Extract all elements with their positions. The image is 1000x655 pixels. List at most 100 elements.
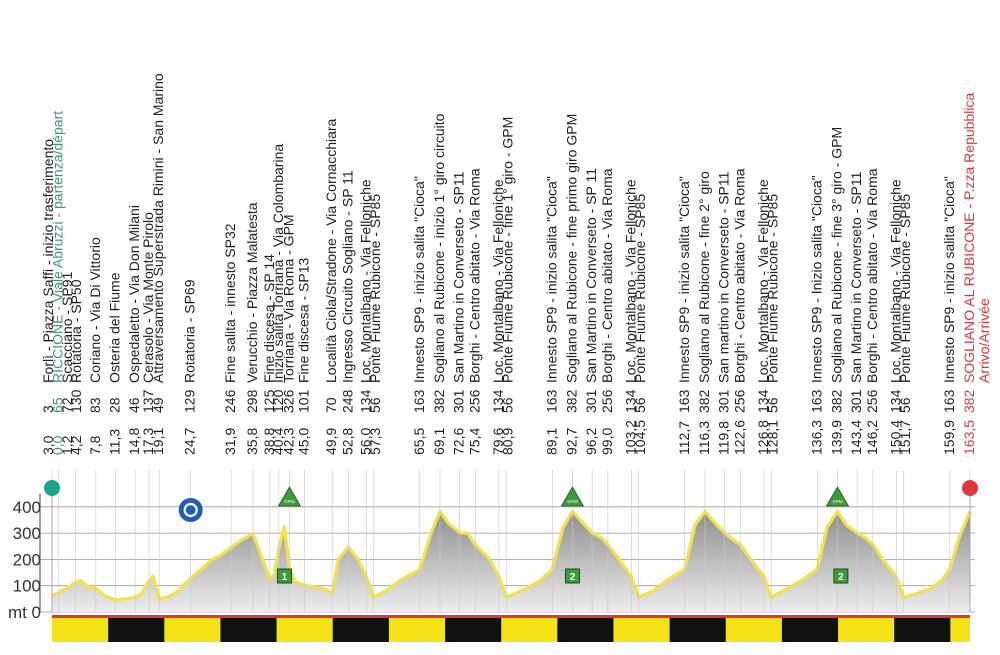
waypoint-km: 143,4: [848, 420, 864, 455]
gpm-label: GPM: [832, 499, 843, 504]
waypoint: 139,9 382 Sogliano al Rubicone - fine 3° g…: [829, 127, 845, 455]
waypoint-name: Innesto SP9 - inizio salita "Cioca": [676, 176, 692, 383]
waypoint-name: Scacciano - SP91: [59, 272, 75, 383]
waypoint-altitude: 28: [106, 397, 122, 413]
roundabout-icon-ring: [183, 502, 198, 518]
waypoint-km: 103,2: [622, 420, 638, 455]
waypoint: 128,1 56 Ponte Fiume Rubicone - SP85: [764, 194, 780, 455]
waypoint: 31,9 246 Fine salita - innesto SP32: [222, 223, 238, 455]
waypoint-km: 4,2: [68, 435, 84, 455]
waypoint-altitude: 163: [676, 389, 692, 413]
waypoint-km: 7,8: [87, 435, 103, 455]
waypoint-altitude: 56: [897, 397, 913, 413]
waypoint-km: 14,8: [126, 428, 142, 455]
waypoint-altitude: 382: [696, 389, 712, 413]
waypoint: 136,3 163 Innesto SP9 - Inizio salita "Cio…: [808, 175, 824, 455]
waypoint-km: 56,0: [357, 428, 373, 455]
waypoint-km: 57,3: [367, 428, 383, 455]
finish-marker: [962, 480, 978, 496]
waypoint-km: 24,7: [182, 428, 198, 455]
waypoint: 56,0 134 Loc. Montalbano - Via Felloniche: [357, 179, 373, 455]
waypoint: 65,5 163 Innesto SP9 - inizio salita "Cioc…: [411, 176, 427, 455]
waypoint-altitude: 56: [367, 397, 383, 413]
waypoint-altitude: 163: [941, 389, 957, 413]
waypoint-name: Borghi - Centro abitato - Via Roma: [864, 168, 880, 383]
waypoint-km: 122,6: [731, 420, 747, 455]
gpm-triangle-icon: [277, 486, 302, 507]
y-tick-label: 400: [13, 498, 41, 517]
waypoint: 3,0 3 Forlì - Piazza Saffi - inizio trasfe…: [40, 139, 56, 455]
y-axis: mt 0 100 200 300 400: [8, 493, 41, 622]
waypoint: 40,4 120 Inizio salita Torriana - Via Colo…: [270, 144, 286, 455]
waypoint-name: Ponte Fiume Rubicone - SP85: [367, 194, 383, 383]
waypoint-km: 80,9: [499, 428, 515, 455]
waypoint-altitude: 301: [848, 389, 864, 413]
profile-area: [51, 509, 972, 612]
waypoint-km: 17,3: [140, 428, 156, 455]
waypoint-altitude: 120: [270, 389, 286, 413]
waypoint-name: Sogliano al Rubicone - fine 2° giro: [696, 171, 712, 383]
waypoint: 4,2 130 Rotatoria - SP50: [68, 279, 84, 455]
waypoint-altitude: 382: [829, 389, 845, 413]
waypoint-name: SOGLIANO AL RUBICONE - P.zza Repubblica: [961, 93, 977, 383]
waypoint-name: Coriano - Via Di Vittorio: [87, 237, 103, 383]
waypoint-altitude: 3: [40, 405, 56, 413]
waypoint-altitude: 256: [864, 389, 880, 413]
waypoint-km: 11,3: [106, 429, 122, 455]
distance-bar: [52, 615, 970, 642]
waypoint-name: Torriana - Via Roma - GPM: [281, 214, 297, 383]
waypoint-km: 146,2: [864, 420, 880, 455]
waypoint-name: Osteria del Fiume: [106, 272, 122, 383]
waypoint-name: Forlì - Piazza Saffi - inizio trasferime…: [40, 139, 56, 383]
waypoint-name: San Martino in Converseto - SP11: [848, 171, 864, 383]
waypoint: 122,6 256 Borghi - Centro abitato - Via Ro…: [731, 168, 747, 455]
waypoint: 146,2 256 Borghi - Centro abitato - Via Ro…: [864, 168, 880, 455]
waypoint-altitude: 301: [451, 389, 467, 413]
waypoint-name: Cerasolo - Via Monte Pirolo: [140, 212, 156, 383]
waypoint-altitude: 49: [150, 397, 166, 413]
waypoint-altitude: 101: [296, 389, 312, 413]
waypoint-altitude: 72: [59, 397, 75, 413]
waypoint-name: Ospedaletto - Via Don Milani: [126, 205, 142, 383]
waypoint-name: Sogliano al Rubicone - fine primo giro G…: [564, 114, 580, 383]
waypoint-name: Sogliano al Rubicone - fine 3° giro - GP…: [829, 127, 845, 383]
waypoint-km: 3,0: [40, 435, 56, 455]
waypoint: 80,9 56 Ponte Fiume Rubicone - fine 1° gir…: [499, 117, 515, 455]
gpm-triangle-icon: [825, 486, 850, 507]
distance-strip-top-line: [52, 615, 970, 618]
waypoint: 14,8 46 Ospedaletto - Via Don Milani: [126, 205, 142, 455]
waypoint-name: Ponte Fiume Rubicone - SP85: [897, 194, 913, 383]
waypoint: 150,4 134 Loc. Montalbano - Via Felloniche: [887, 179, 903, 455]
waypoint-km: 139,9: [829, 420, 845, 455]
waypoint-name: Verucchio - Piazza Malatesta: [244, 202, 260, 383]
waypoint: 19,1 49 Attraversamento Superstrada Rimini…: [150, 73, 166, 455]
waypoint: 72,6 301 San Martino in Converseto - SP11: [451, 171, 467, 455]
waypoint-name: Borghi - Centro abitato - Via Roma: [731, 168, 747, 383]
waypoint-km: 136,3: [808, 420, 824, 455]
waypoint-name: Ponte Fiume Rubicone - SP85: [764, 194, 780, 383]
waypoint-altitude: 83: [87, 397, 103, 413]
waypoint: 126,8 134 Loc. Montalbano - Via Felloniche: [755, 179, 771, 455]
waypoint-km: 19,1: [150, 428, 166, 455]
waypoint-name: Fine discesa - SP13: [296, 258, 312, 383]
y-tick-label: 200: [13, 550, 41, 569]
waypoint: 69,1 382 Sogliano al Rubicone - inizio 1° …: [431, 113, 447, 455]
lap-marker-label: 2: [838, 572, 844, 583]
waypoint-altitude: 56: [499, 397, 515, 413]
waypoint: 1,2 72 Scacciano - SP91: [59, 272, 75, 455]
waypoint-name: Innesto SP9 - inizio salita "Cioca": [543, 176, 559, 383]
waypoint-altitude: 163: [808, 389, 824, 413]
waypoint: 52,8 248 Ingresso Circuito Sogliano - SP 1…: [340, 170, 356, 455]
waypoint-name: San Martino in Converseto - SP 11: [583, 168, 599, 383]
waypoint-km: 112,7: [676, 421, 692, 455]
waypoint-altitude: 256: [599, 389, 615, 413]
gpm-label: GPM: [284, 499, 295, 504]
waypoint-altitude: 70: [323, 397, 339, 413]
distance-segment-black: [669, 618, 726, 642]
waypoint-name: Loc. Montalbano - Via Felloniche: [357, 179, 373, 383]
waypoint-name: Innesto SP9 - Inizio salita "Cioca": [808, 175, 824, 383]
waypoint-altitude: 134: [622, 389, 638, 413]
waypoint: 89,1 163 Innesto SP9 - inizio salita "Cioc…: [543, 176, 559, 455]
waypoint-altitude: 130: [68, 389, 84, 413]
waypoint-altitude: 134: [357, 389, 373, 413]
